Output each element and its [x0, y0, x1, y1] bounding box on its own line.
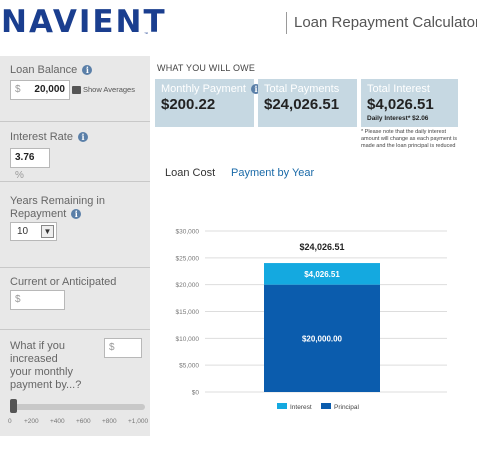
y-tick-label: $30,000	[176, 229, 200, 236]
page-title: Loan Repayment Calculator	[294, 14, 477, 31]
increase-slider-track[interactable]	[10, 404, 145, 410]
slider-tick: +800	[102, 418, 117, 425]
legend-swatch-interest	[277, 403, 287, 409]
data-label-principal: $20,000.00	[302, 334, 343, 343]
total-payments-value: $24,026.51	[264, 96, 340, 113]
monthly-payment-card: Monthly Payment i $200.22	[155, 79, 262, 127]
increase-label: What if you increased your monthly payme…	[10, 340, 82, 391]
years-remaining-select[interactable]: 10 ▼	[10, 222, 57, 241]
monthly-payment-label: Monthly Payment i	[161, 83, 262, 96]
logo-trademark: ™	[144, 31, 148, 36]
salary-input[interactable]: $	[10, 290, 65, 310]
bar-segment-interest	[264, 263, 380, 285]
summary-heading: WHAT YOU WILL OWE	[157, 63, 256, 73]
y-tick-label: $10,000	[176, 336, 200, 343]
slider-tick: 0	[8, 418, 12, 425]
total-interest-value: $4,026.51	[367, 96, 434, 113]
total-payments-label: Total Payments	[264, 83, 340, 95]
slider-tick: +600	[76, 418, 91, 425]
loan-cost-chart: $0 $5,000 $10,000 $15,000 $20,000 $25,000 $30,…	[155, 185, 458, 439]
daily-interest-note: * Please note that the daily interest am…	[361, 129, 457, 149]
legend-label-principal: Principal	[334, 404, 359, 411]
calculator-icon	[72, 85, 81, 94]
sidebar: Loan Balance i $ 20,000 Show Averages In…	[0, 56, 150, 436]
daily-interest: Daily Interest* $2.06	[367, 115, 429, 122]
tab-payment-by-year[interactable]: Payment by Year	[231, 167, 315, 179]
y-tick-label: $15,000	[176, 309, 200, 316]
bar-segment-principal	[264, 284, 380, 392]
years-remaining-label: Years Remaining in Repayment i	[10, 195, 105, 220]
legend-swatch-principal	[321, 403, 331, 409]
chart-svg: $0 $5,000 $10,000 $15,000 $20,000 $25,000 $30,…	[176, 229, 447, 411]
info-icon[interactable]: i	[251, 84, 262, 95]
loan-balance-input[interactable]: $ 20,000	[10, 80, 70, 100]
loan-balance-label: Loan Balance i	[10, 64, 93, 77]
header-divider	[286, 12, 287, 34]
y-tick-label: $20,000	[176, 282, 200, 289]
slider-tick: +1,000	[128, 418, 149, 425]
info-icon[interactable]: i	[78, 132, 89, 143]
total-interest-label: Total Interest	[367, 83, 430, 95]
increase-slider-handle[interactable]	[10, 399, 17, 413]
navient-logo: NAVIENT	[1, 4, 167, 40]
y-tick-label: $0	[192, 390, 200, 397]
interest-rate-section: Interest Rate i 3.76 %	[0, 122, 150, 182]
info-icon[interactable]: i	[71, 209, 82, 220]
slider-tick: +200	[24, 418, 39, 425]
increase-section: What if you increased your monthly payme…	[0, 330, 150, 436]
slider-tick: +400	[50, 418, 65, 425]
header: NAVIENT ™ Loan Repayment Calculator	[0, 0, 477, 52]
data-label-interest: $4,026.51	[304, 270, 340, 279]
legend-label-interest: Interest	[290, 404, 312, 411]
info-icon[interactable]: i	[82, 65, 93, 76]
interest-rate-label: Interest Rate i	[10, 131, 89, 144]
show-averages-link[interactable]: Show Averages	[72, 85, 135, 94]
total-interest-card: Total Interest $4,026.51 Daily Interest*…	[361, 79, 458, 127]
years-remaining-section: Years Remaining in Repayment i	[0, 182, 150, 268]
y-tick-label: $25,000	[176, 255, 200, 262]
salary-section: Current or Anticipated Salary ** $	[0, 268, 150, 330]
total-label: $24,026.51	[299, 242, 344, 252]
monthly-payment-value: $200.22	[161, 96, 216, 113]
loan-balance-section: Loan Balance i $ 20,000 Show Averages	[0, 56, 150, 122]
interest-rate-input[interactable]: 3.76 %	[10, 148, 50, 181]
y-tick-label: $5,000	[179, 363, 199, 370]
total-payments-card: Total Payments $24,026.51	[258, 79, 357, 127]
increase-input[interactable]: $	[104, 338, 142, 358]
chevron-down-icon[interactable]: ▼	[41, 225, 54, 238]
tab-loan-cost[interactable]: Loan Cost	[155, 161, 221, 185]
